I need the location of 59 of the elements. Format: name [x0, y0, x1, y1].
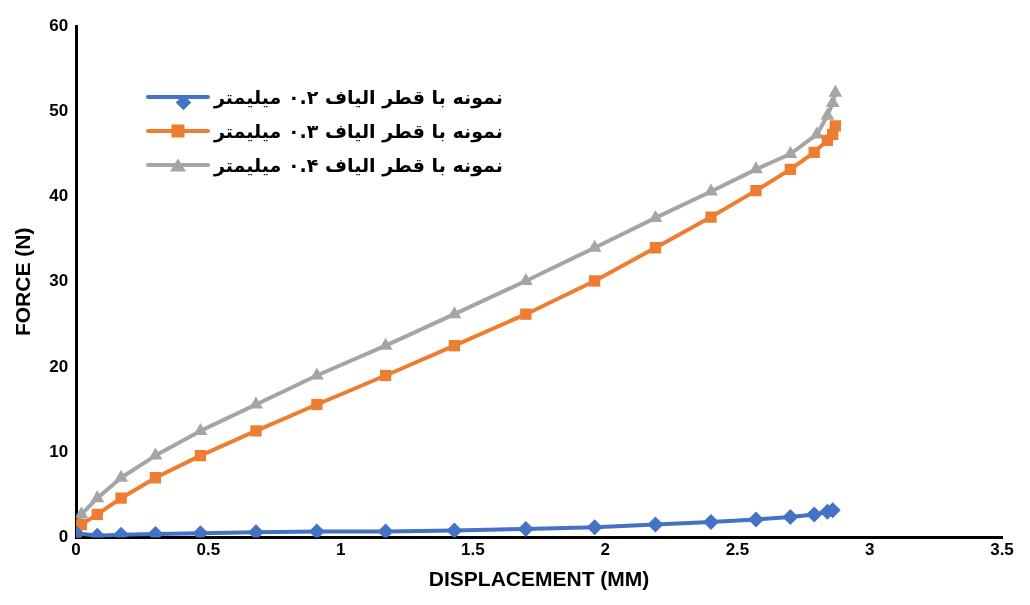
point [448, 340, 461, 352]
point [749, 161, 763, 174]
point [750, 184, 762, 197]
x-tick-label: 3.5 [990, 540, 1014, 560]
point [704, 183, 718, 196]
point [588, 275, 601, 287]
point [248, 524, 264, 538]
point [193, 422, 208, 435]
legend-label: نمونه با قطر الیاف ۰.۲ میلیمتر [214, 86, 503, 108]
x-tick-label: 2.5 [725, 540, 750, 560]
point [820, 107, 835, 120]
point [149, 472, 162, 484]
point [311, 398, 323, 411]
point [703, 514, 720, 531]
point [446, 522, 463, 538]
y-tick-label: 30 [49, 271, 69, 291]
point [808, 146, 820, 158]
y-tick-label: 10 [49, 441, 69, 461]
point [705, 211, 717, 223]
y-tick-label: 20 [49, 356, 69, 376]
legend-label: نمونه با قطر الیاف ۰.۳ میلیمتر [214, 120, 503, 142]
point [517, 520, 534, 537]
y-tick-label: 60 [49, 15, 69, 35]
point [91, 508, 103, 521]
y-tick-label: 50 [49, 101, 69, 121]
point [649, 242, 662, 254]
point [308, 523, 325, 538]
x-tick-label: 3 [865, 540, 875, 560]
point [379, 369, 392, 382]
point [782, 508, 799, 525]
y-tick-label: 0 [58, 527, 69, 547]
point [115, 492, 127, 504]
point [377, 523, 394, 538]
point [647, 516, 664, 533]
point [747, 511, 764, 528]
legend-label: نمونه با قطر الیاف ۰.۴ میلیمتر [214, 154, 503, 176]
point [249, 396, 263, 409]
point [806, 506, 823, 523]
point [76, 506, 89, 519]
point [586, 519, 603, 536]
x-tick-label: 1 [335, 540, 346, 560]
point [520, 308, 532, 320]
y-axis-title: FORCE (N) [11, 227, 35, 337]
point [809, 126, 824, 139]
x-axis-title: DISPLACEMENT (MM) [428, 567, 650, 591]
x-tick-label: 2 [600, 540, 610, 560]
x-tick-label: 0.5 [196, 540, 221, 560]
point [90, 490, 105, 503]
y-tick-label: 40 [49, 186, 69, 206]
point [447, 306, 462, 319]
point [250, 425, 262, 437]
point [194, 449, 207, 462]
point [829, 120, 841, 132]
point [825, 94, 840, 107]
point [784, 163, 797, 175]
point [148, 447, 163, 460]
point [114, 469, 129, 482]
point [828, 84, 843, 97]
x-tick-label: 1.5 [461, 540, 485, 560]
